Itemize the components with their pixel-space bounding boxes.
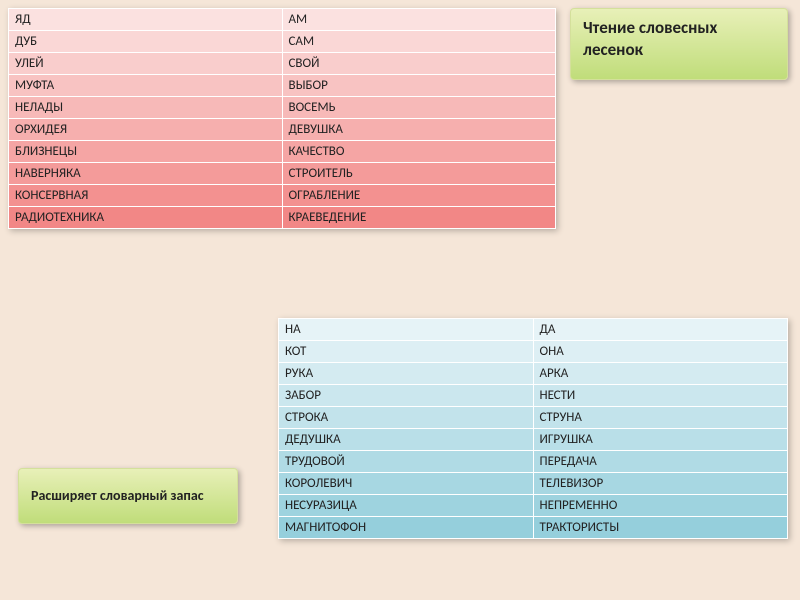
table-cell: ОРХИДЕЯ	[9, 119, 283, 141]
table-cell: КОНСЕРВНАЯ	[9, 185, 283, 207]
table-cell: СТРОИТЕЛЬ	[282, 163, 556, 185]
table-cell: СТРУНА	[533, 407, 788, 429]
table-row: КОРОЛЕВИЧТЕЛЕВИЗОР	[279, 473, 788, 495]
table-cell: ТЕЛЕВИЗОР	[533, 473, 788, 495]
table-row: ДЕДУШКАИГРУШКА	[279, 429, 788, 451]
table-row: НЕСУРАЗИЦАНЕПРЕМЕННО	[279, 495, 788, 517]
table-cell: МАГНИТОФОН	[279, 517, 534, 539]
table-cell: НЕСТИ	[533, 385, 788, 407]
table-cell: НА	[279, 319, 534, 341]
pink-word-table: ЯДАМДУБСАМУЛЕЙСВОЙМУФТАВЫБОРНЕЛАДЫВОСЕМЬ…	[8, 8, 556, 229]
table-cell: УЛЕЙ	[9, 53, 283, 75]
table-cell: ДА	[533, 319, 788, 341]
table-cell: ЯД	[9, 9, 283, 31]
table-row: УЛЕЙСВОЙ	[9, 53, 556, 75]
table-cell: ОГРАБЛЕНИЕ	[282, 185, 556, 207]
table-cell: ПЕРЕДАЧА	[533, 451, 788, 473]
sub-callout: Расширяет словарный запас	[18, 468, 238, 524]
table-cell: ДЕВУШКА	[282, 119, 556, 141]
table-row: РАДИОТЕХНИКАКРАЕВЕДЕНИЕ	[9, 207, 556, 229]
table-row: СТРОКАСТРУНА	[279, 407, 788, 429]
table-cell: КАЧЕСТВО	[282, 141, 556, 163]
table-row: РУКААРКА	[279, 363, 788, 385]
table-row: БЛИЗНЕЦЫКАЧЕСТВО	[9, 141, 556, 163]
table-cell: АРКА	[533, 363, 788, 385]
table-row: КОТОНА	[279, 341, 788, 363]
table-cell: КРАЕВЕДЕНИЕ	[282, 207, 556, 229]
table-cell: ОНА	[533, 341, 788, 363]
table-row: ОРХИДЕЯДЕВУШКА	[9, 119, 556, 141]
table-cell: КОТ	[279, 341, 534, 363]
table-row: ТРУДОВОЙПЕРЕДАЧА	[279, 451, 788, 473]
table-cell: ТРУДОВОЙ	[279, 451, 534, 473]
table-cell: КОРОЛЕВИЧ	[279, 473, 534, 495]
table-cell: ТРАКТОРИСТЫ	[533, 517, 788, 539]
table-cell: СВОЙ	[282, 53, 556, 75]
table-row: НАДА	[279, 319, 788, 341]
table-cell: НЕПРЕМЕННО	[533, 495, 788, 517]
table-cell: РАДИОТЕХНИКА	[9, 207, 283, 229]
table-row: ЗАБОРНЕСТИ	[279, 385, 788, 407]
table-cell: НАВЕРНЯКА	[9, 163, 283, 185]
table-cell: ВЫБОР	[282, 75, 556, 97]
table-row: НАВЕРНЯКАСТРОИТЕЛЬ	[9, 163, 556, 185]
table-row: МАГНИТОФОНТРАКТОРИСТЫ	[279, 517, 788, 539]
table-row: КОНСЕРВНАЯОГРАБЛЕНИЕ	[9, 185, 556, 207]
table-cell: НЕСУРАЗИЦА	[279, 495, 534, 517]
table-cell: АМ	[282, 9, 556, 31]
table-cell: СТРОКА	[279, 407, 534, 429]
table-row: ЯДАМ	[9, 9, 556, 31]
table-cell: МУФТА	[9, 75, 283, 97]
table-cell: НЕЛАДЫ	[9, 97, 283, 119]
table-cell: ДЕДУШКА	[279, 429, 534, 451]
table-cell: ВОСЕМЬ	[282, 97, 556, 119]
title-callout: Чтение словесных лесенок	[570, 8, 788, 80]
table-cell: САМ	[282, 31, 556, 53]
table-row: НЕЛАДЫВОСЕМЬ	[9, 97, 556, 119]
table-row: МУФТАВЫБОР	[9, 75, 556, 97]
table-cell: ДУБ	[9, 31, 283, 53]
table-cell: ЗАБОР	[279, 385, 534, 407]
table-row: ДУБСАМ	[9, 31, 556, 53]
table-cell: ИГРУШКА	[533, 429, 788, 451]
table-cell: РУКА	[279, 363, 534, 385]
table-cell: БЛИЗНЕЦЫ	[9, 141, 283, 163]
blue-word-table: НАДАКОТОНАРУКААРКАЗАБОРНЕСТИСТРОКАСТРУНА…	[278, 318, 788, 539]
